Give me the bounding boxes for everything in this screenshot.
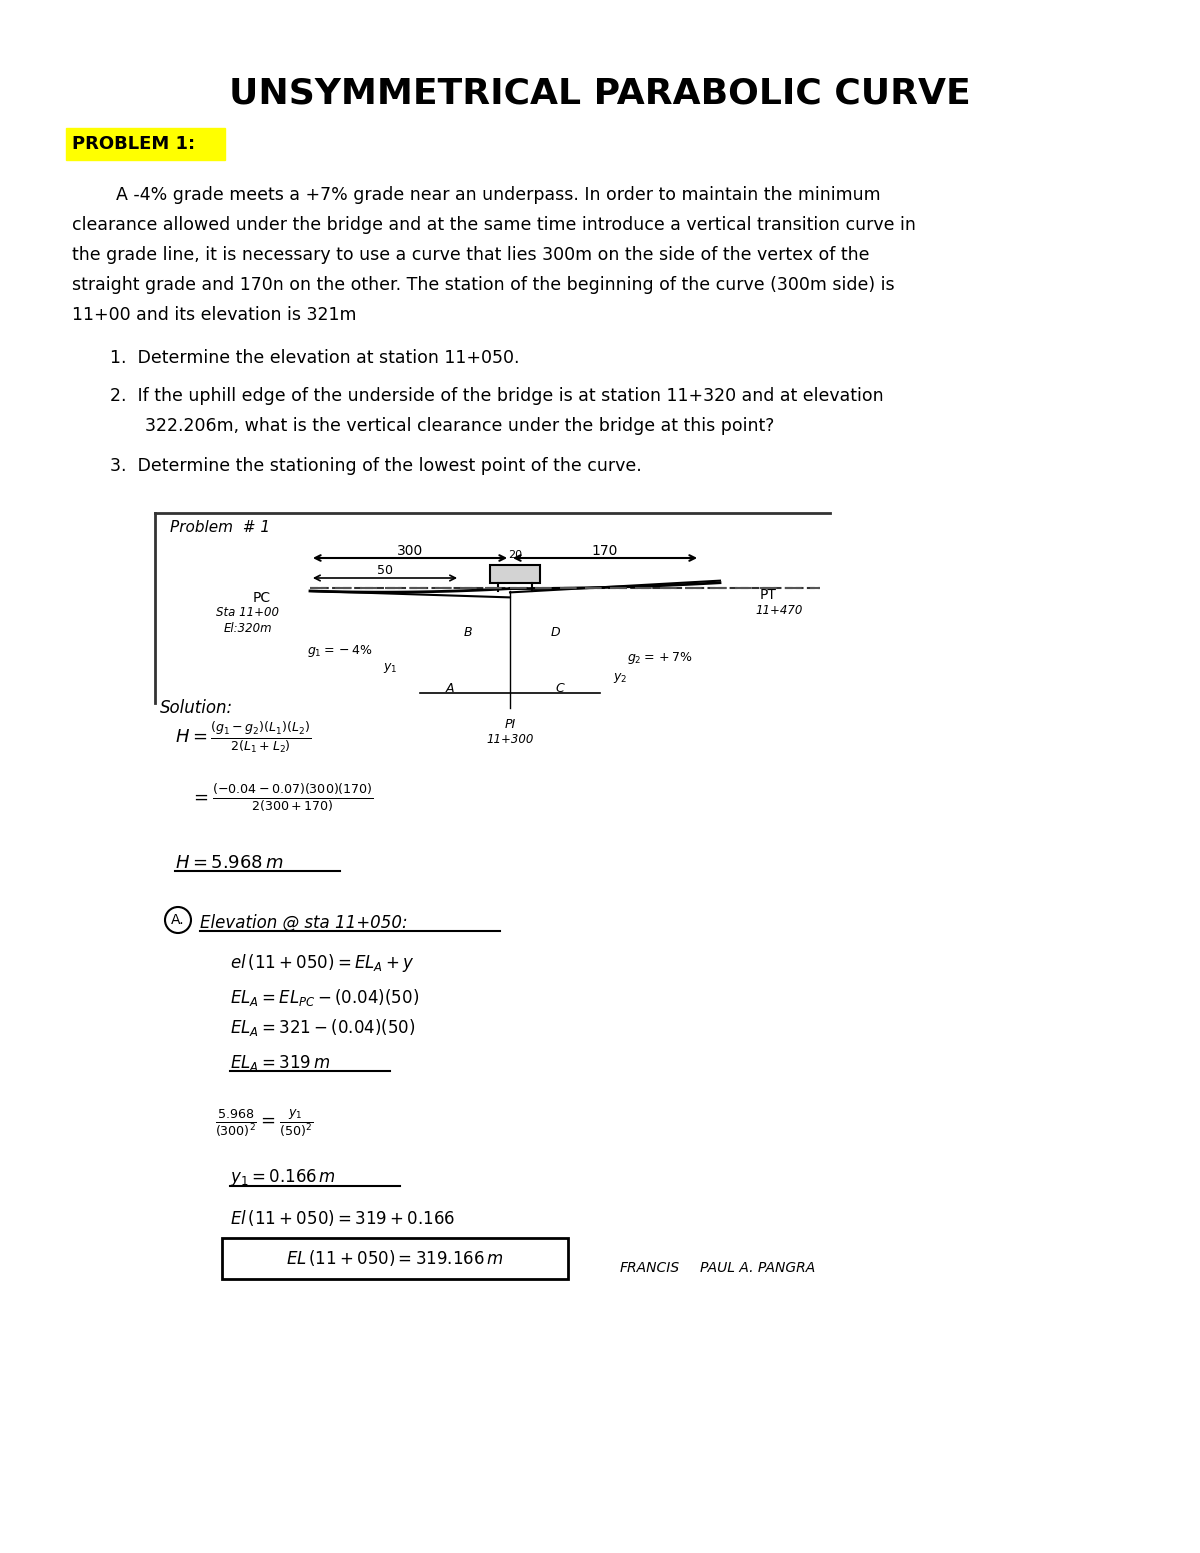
Text: B: B [463, 626, 473, 640]
Text: $EL_A = EL_{PC} - (0.04)(50)$: $EL_A = EL_{PC} - (0.04)(50)$ [230, 988, 419, 1008]
Text: 20: 20 [508, 550, 522, 561]
Text: A -4% grade meets a +7% grade near an underpass. In order to maintain the minimu: A -4% grade meets a +7% grade near an un… [72, 186, 881, 203]
Text: the grade line, it is necessary to use a curve that lies 300m on the side of the: the grade line, it is necessary to use a… [72, 245, 870, 264]
Text: $EL_A = 321 - (0.04)(50)$: $EL_A = 321 - (0.04)(50)$ [230, 1017, 415, 1039]
Text: $y_2$: $y_2$ [613, 671, 628, 685]
Text: Elevation @ sta 11+050:: Elevation @ sta 11+050: [200, 915, 408, 932]
Text: C: C [556, 682, 564, 694]
Text: $H = \frac{(g_1 - g_2)(L_1)(L_2)}{2(L_1 + L_2)}$: $H = \frac{(g_1 - g_2)(L_1)(L_2)}{2(L_1 … [175, 721, 312, 755]
FancyBboxPatch shape [222, 1238, 568, 1280]
Text: PAUL A. PANGRA: PAUL A. PANGRA [700, 1261, 815, 1275]
Text: $= \frac{(-0.04 - 0.07)(300)(170)}{2(300 + 170)}$: $= \frac{(-0.04 - 0.07)(300)(170)}{2(300… [190, 783, 374, 814]
Text: 300: 300 [397, 544, 424, 558]
Text: PT: PT [760, 589, 776, 603]
Text: 11+300: 11+300 [486, 733, 534, 745]
Text: $H = 5.968\,m$: $H = 5.968\,m$ [175, 854, 283, 871]
Text: 11+470: 11+470 [755, 604, 803, 618]
Text: $\frac{5.968}{(300)^2} = \frac{y_1}{(50)^2}$: $\frac{5.968}{(300)^2} = \frac{y_1}{(50)… [215, 1107, 313, 1138]
Bar [490, 565, 540, 582]
Text: A.: A. [172, 913, 185, 927]
Text: 1.  Determine the elevation at station 11+050.: 1. Determine the elevation at station 11… [110, 349, 520, 367]
Text: UNSYMMETRICAL PARABOLIC CURVE: UNSYMMETRICAL PARABOLIC CURVE [229, 76, 971, 110]
Text: $el\,(11+050) = EL_A + y$: $el\,(11+050) = EL_A + y$ [230, 952, 415, 974]
Text: 3.  Determine the stationing of the lowest point of the curve.: 3. Determine the stationing of the lowes… [110, 457, 642, 475]
FancyBboxPatch shape [66, 127, 226, 160]
Text: straight grade and 170n on the other. The station of the beginning of the curve : straight grade and 170n on the other. Th… [72, 276, 895, 294]
Text: 170: 170 [592, 544, 618, 558]
Text: D: D [550, 626, 560, 640]
Text: 11+00 and its elevation is 321m: 11+00 and its elevation is 321m [72, 306, 356, 325]
Text: El:320m: El:320m [223, 621, 272, 635]
Text: PC: PC [253, 592, 271, 606]
Text: A: A [445, 682, 455, 694]
Text: $El\,(11+050) = 319 + 0.166$: $El\,(11+050) = 319 + 0.166$ [230, 1208, 455, 1228]
Text: $EL\,(11+050) = 319.166\,m$: $EL\,(11+050) = 319.166\,m$ [286, 1249, 504, 1267]
Text: $g_2 = +7\%$: $g_2 = +7\%$ [628, 651, 692, 666]
Text: Solution:: Solution: [160, 699, 233, 717]
Text: Problem  # 1: Problem # 1 [170, 520, 270, 536]
Text: Sta 11+00: Sta 11+00 [216, 607, 280, 620]
Text: 2.  If the uphill edge of the underside of the bridge is at station 11+320 and a: 2. If the uphill edge of the underside o… [110, 387, 883, 405]
Text: PI: PI [504, 717, 516, 731]
Text: $y_1$: $y_1$ [383, 662, 397, 676]
Text: FRANCIS: FRANCIS [620, 1261, 680, 1275]
Text: 322.206m, what is the vertical clearance under the bridge at this point?: 322.206m, what is the vertical clearance… [145, 418, 774, 435]
Text: PROBLEM 1:: PROBLEM 1: [72, 135, 196, 154]
Text: $g_1 = -4\%$: $g_1 = -4\%$ [307, 643, 373, 658]
Text: clearance allowed under the bridge and at the same time introduce a vertical tra: clearance allowed under the bridge and a… [72, 216, 916, 235]
Text: $y_1 = 0.166\,m$: $y_1 = 0.166\,m$ [230, 1168, 336, 1188]
Text: $EL_A = 319\,m$: $EL_A = 319\,m$ [230, 1053, 330, 1073]
Text: 50: 50 [377, 564, 394, 578]
